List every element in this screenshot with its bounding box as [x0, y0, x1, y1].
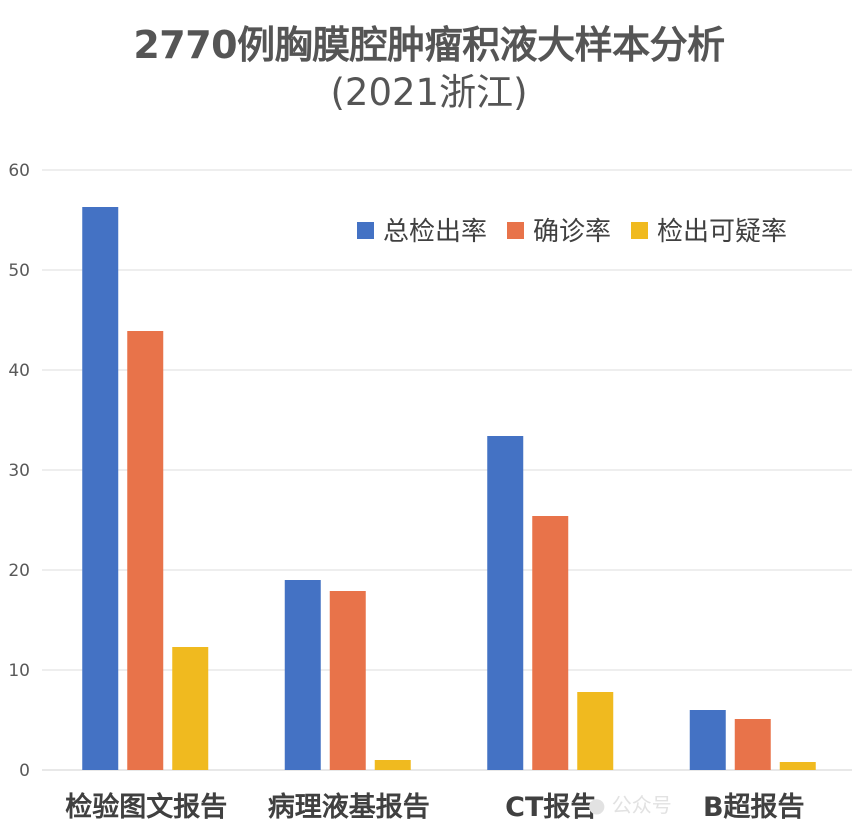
bar-1-2 [284, 580, 321, 770]
y-tick-label: 0 [19, 761, 30, 781]
x-category-label: CT报告 [505, 792, 597, 823]
bar-2-2 [329, 591, 366, 770]
bar-3-4 [779, 762, 816, 770]
bar-2-4 [734, 719, 771, 770]
y-tick-label: 60 [8, 161, 30, 181]
x-category-label: B超报告 [703, 792, 805, 823]
bar-1-1 [82, 207, 119, 770]
bar-2-3 [532, 516, 569, 770]
watermark-text: ● 公众号 [588, 793, 672, 817]
y-tick-label: 30 [8, 461, 30, 481]
legend-swatch [507, 222, 524, 239]
legend-swatch [631, 222, 648, 239]
x-category-label: 病理液基报告 [268, 792, 430, 823]
x-category-label: 检验图文报告 [65, 791, 227, 823]
bar-1-4 [689, 710, 726, 770]
legend-swatch [357, 222, 374, 239]
bar-3-2 [374, 760, 411, 770]
y-tick-label: 40 [8, 361, 30, 381]
y-tick-label: 50 [8, 261, 30, 281]
legend-label: 确诊率 [533, 217, 611, 247]
bar-2-1 [127, 331, 164, 770]
bar-1-3 [487, 436, 524, 770]
bar-3-3 [577, 692, 614, 770]
legend-label: 总检出率 [383, 217, 487, 247]
y-tick-label: 10 [8, 661, 30, 681]
y-tick-label: 20 [8, 561, 30, 581]
bar-3-1 [172, 647, 209, 770]
chart-title: 2770例胸膜腔肿瘤积液大样本分析 [133, 23, 725, 67]
chart-subtitle: (2021浙江) [330, 71, 528, 114]
legend-label: 检出可疑率 [657, 217, 787, 247]
